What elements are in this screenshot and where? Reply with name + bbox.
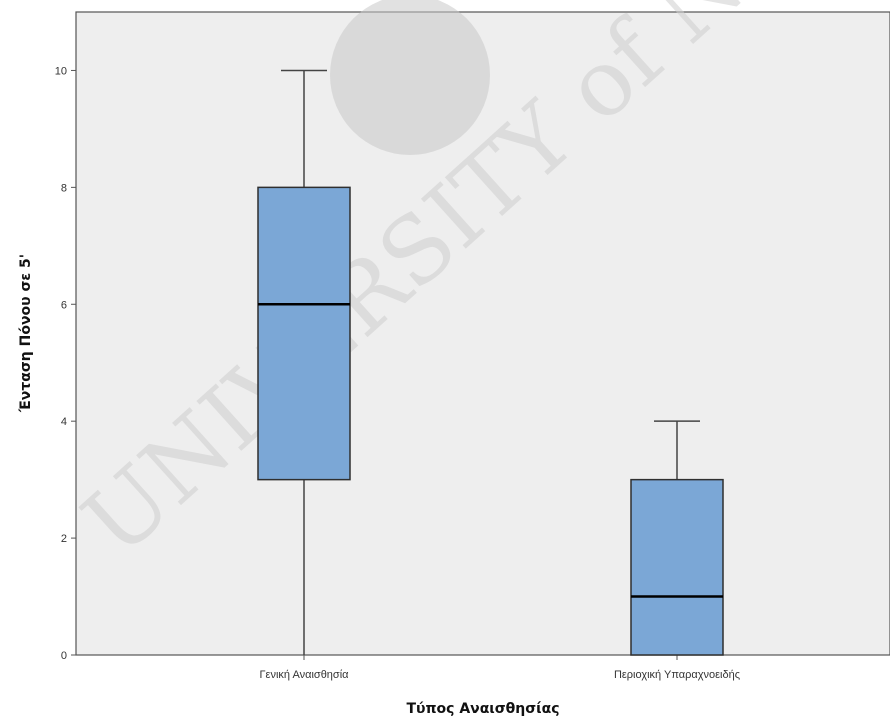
y-tick-label: 0 [61, 650, 67, 662]
y-tick-label: 2 [61, 533, 67, 545]
watermark-logo-shape [330, 0, 490, 155]
box-iqr [257, 186, 351, 481]
y-tick-label: 10 [55, 65, 67, 77]
x-axis-title: Τύπος Αναισθησίας [406, 701, 559, 717]
y-axis-title: Ένταση Πόνου σε 5' [18, 254, 34, 413]
box-group [630, 420, 724, 656]
x-tick-label: Περιοχική Υπαραχνοειδής [614, 669, 740, 681]
box-group [257, 69, 351, 655]
y-tick-label: 6 [61, 299, 67, 311]
box-series [257, 69, 724, 656]
x-tick-label: Γενική Αναισθησία [259, 669, 349, 681]
plot-background [75, 11, 890, 656]
y-tick-label: 4 [61, 416, 67, 428]
y-axis: 0 2 4 6 8 10 [55, 65, 76, 662]
y-tick-label: 8 [61, 182, 67, 194]
x-axis: Γενική Αναισθησία Περιοχική Υπαραχνοειδής [259, 655, 740, 681]
box-iqr [630, 478, 724, 656]
